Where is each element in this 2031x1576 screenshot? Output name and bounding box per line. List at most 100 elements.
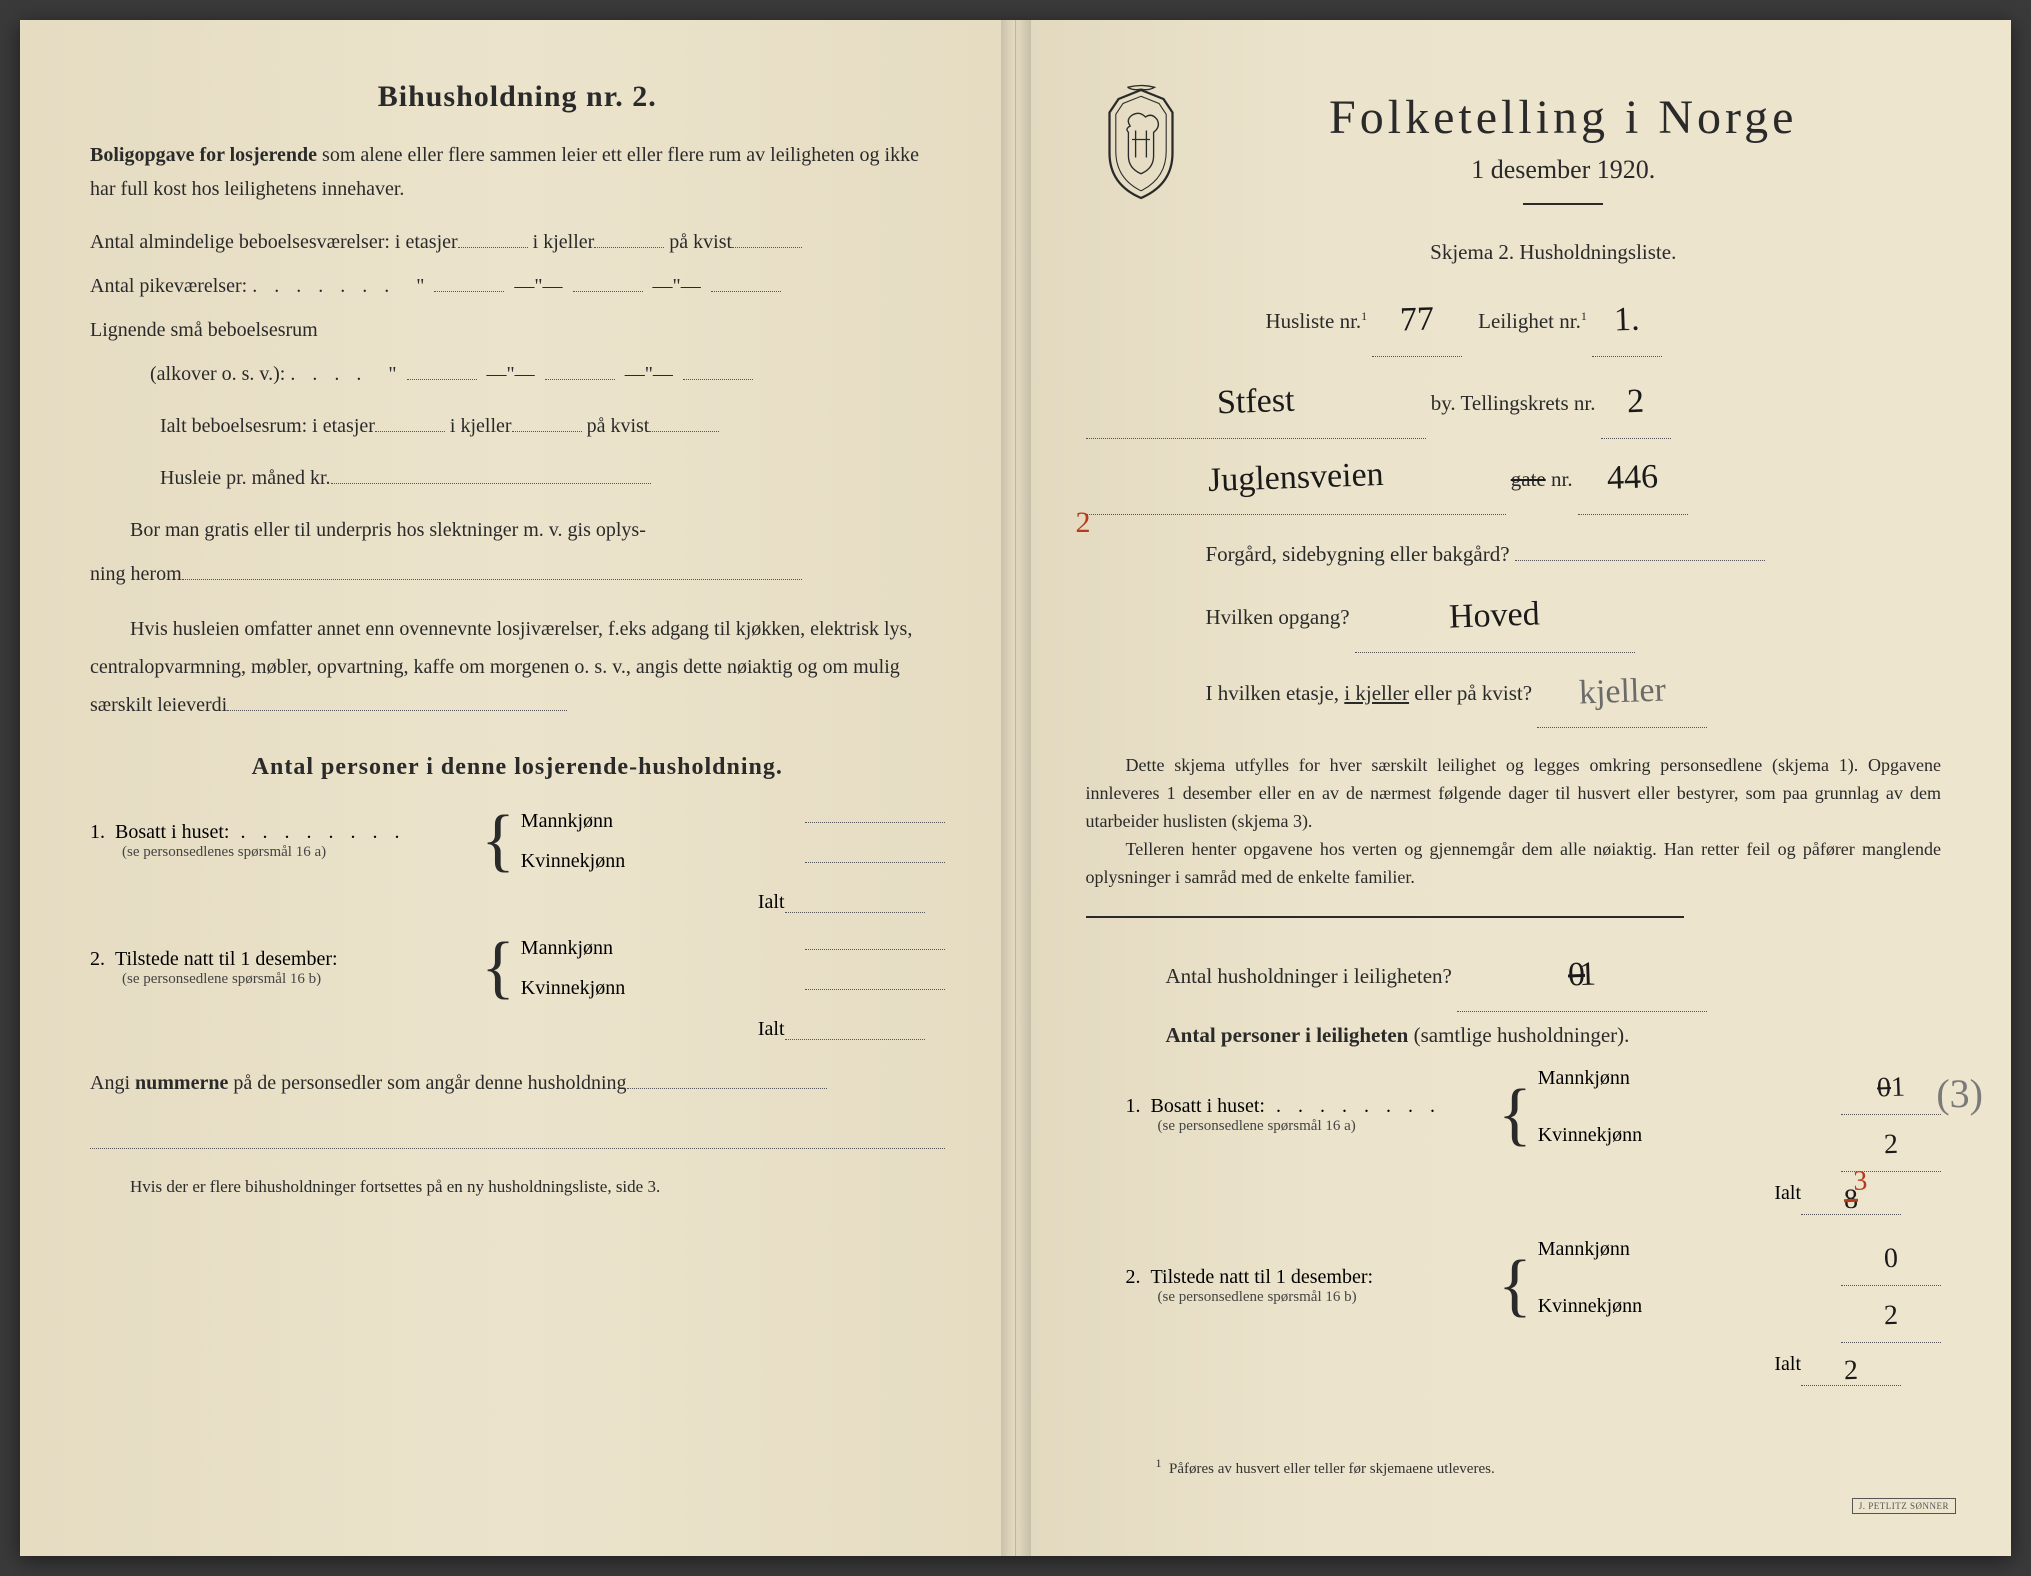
opgang-line: Hvilken opgang? Hoved: [1206, 577, 1942, 653]
group-tilstede: 2. Tilstede natt til 1 desember: (se per…: [90, 928, 945, 1008]
label: (samtlige husholdninger).: [1408, 1023, 1629, 1047]
blank: [227, 689, 567, 711]
blank: [627, 1067, 827, 1089]
lead-text: Boligopgave for losjerende som alene ell…: [90, 138, 945, 206]
gate-line: Juglensveien gate nr. 446: [1086, 439, 1942, 515]
val: 1: [1890, 1071, 1905, 1102]
fill: 2: [1841, 1286, 1941, 1343]
handwritten-value: 446: [1606, 440, 1660, 517]
blank: [732, 226, 802, 248]
printer-stamp: J. PETLITZ SØNNER: [1852, 1498, 1956, 1514]
handwritten-value: 2: [1883, 1117, 1899, 1173]
row-husleie: Husleie pr. måned kr.: [160, 456, 945, 500]
blank: [805, 928, 945, 950]
struck: 0: [1876, 1072, 1891, 1103]
blank: [434, 270, 504, 292]
fill: 2: [1801, 1353, 1901, 1386]
r-group-tilstede: 2. Tilstede natt til 1 desember: (se per…: [1126, 1229, 1942, 1343]
rule: [1086, 916, 1685, 918]
blank: [512, 410, 582, 432]
group-bosatt: 1. Bosatt i huset: . . . . . . . . (se p…: [90, 801, 945, 881]
dots: . . . . . . .: [252, 275, 406, 297]
group-left: 2. Tilstede natt til 1 desember: (se per…: [90, 928, 475, 1008]
right-page: Folketelling i Norge 1 desember 1920. Sk…: [1016, 20, 2012, 1556]
label: eller på kvist?: [1409, 681, 1532, 705]
fill-opgang: Hoved: [1355, 577, 1635, 653]
sup: 1: [1581, 309, 1587, 323]
group-left: 1. Bosatt i huset: . . . . . . . . (se p…: [90, 801, 475, 881]
label: by. Tellingskrets nr.: [1431, 391, 1596, 415]
pencil-margin-note: (3): [1936, 1070, 1983, 1117]
ialt-1: Ialt: [90, 891, 925, 914]
forgard-line: Forgård, sidebygning eller bakgård?: [1206, 531, 1942, 577]
label: på kvist: [669, 231, 732, 253]
blank: [805, 801, 945, 823]
label: Leilighet nr.: [1478, 309, 1581, 333]
fill-by: Stfest: [1086, 363, 1426, 439]
coat-of-arms-icon: [1096, 84, 1186, 204]
r-group-bosatt: 1. Bosatt i huset: . . . . . . . . (se p…: [1126, 1058, 1942, 1172]
handwritten-value: 0: [1883, 1231, 1899, 1287]
fill: 01: [1841, 1058, 1941, 1115]
sub: (se personsedlene spørsmål 16 b): [1158, 1289, 1493, 1306]
label-underline: i kjeller: [1344, 681, 1409, 705]
blank: [545, 358, 615, 380]
group-right: Mannkjønn 0 Kvinnekjønn 2: [1538, 1229, 1941, 1343]
label: Antal pikeværelser:: [90, 275, 247, 297]
num: 1.: [90, 821, 105, 843]
blank: [805, 968, 945, 990]
row-gratis-a: Bor man gratis eller til underpris hos s…: [90, 508, 945, 552]
fill-leilighet: 1.: [1592, 281, 1662, 357]
antal-pers-line: Antal personer i leiligheten (samtlige h…: [1166, 1012, 1942, 1058]
fill: 8 3: [1801, 1182, 1901, 1215]
dots: . . . . . . . .: [229, 821, 405, 843]
para2: Telleren henter opgavene hos verten og g…: [1086, 839, 1942, 887]
row-angi: Angi nummerne på de personsedler som ang…: [90, 1061, 945, 1105]
label: Husliste nr.: [1266, 309, 1362, 333]
blank: [594, 226, 664, 248]
sub: (se personsedlene spørsmål 16 b): [122, 971, 475, 988]
label-kvinne: Kvinnekjønn: [521, 968, 625, 1008]
fill-gatenr: 446: [1578, 439, 1688, 515]
label: Ialt: [758, 891, 785, 914]
fill-husliste: 77: [1372, 281, 1462, 357]
handwritten-value: 77: [1399, 283, 1436, 359]
num: 2.: [1126, 1266, 1141, 1288]
label: Bosatt i huset:: [1151, 1095, 1265, 1117]
label: Forgård, sidebygning eller bakgård?: [1206, 542, 1510, 566]
handwritten-value: Juglensveien: [1206, 438, 1384, 519]
section2-title: Antal personer i denne losjerende-hushol…: [90, 754, 945, 781]
group-right: Mannkjønn 01 Kvinnekjønn 2: [1538, 1058, 1941, 1172]
label: Ialt beboelsesrum: i etasjer: [160, 415, 375, 437]
brace-icon: {: [475, 933, 521, 1003]
label-kvinne: Kvinnekjønn: [1538, 1115, 1642, 1172]
handwritten-value: Hoved: [1448, 577, 1541, 655]
handwritten-value: 2: [1076, 506, 1091, 539]
group-left: 2. Tilstede natt til 1 desember: (se per…: [1126, 1229, 1493, 1343]
blank: [805, 841, 945, 863]
label: nr.: [1546, 467, 1573, 491]
group-right: Mannkjønn Kvinnekjønn: [521, 928, 945, 1008]
blank: [785, 1018, 925, 1040]
blank-full: [90, 1131, 945, 1149]
blank: [683, 358, 753, 380]
label: Ialt: [758, 1018, 785, 1041]
handwritten-value: kjeller: [1578, 653, 1667, 731]
brace-icon: {: [475, 806, 521, 876]
margin-red-2: 2: [1076, 506, 1091, 540]
fill: 0: [1841, 1229, 1941, 1286]
label: Hvilken opgang?: [1206, 605, 1350, 629]
row-gratis-b: ning herom: [90, 552, 945, 596]
label: (alkover o. s. v.):: [150, 363, 285, 385]
dots: . . . .: [290, 363, 378, 385]
left-page: Bihusholdning nr. 2. Boligopgave for los…: [20, 20, 1016, 1556]
husliste-line: Husliste nr.1 77 Leilighet nr.1 1.: [1266, 281, 1942, 357]
fill-gate: Juglensveien: [1086, 439, 1506, 515]
sub: (se personsedlenes spørsmål 16 a): [122, 844, 475, 861]
hvis-flere: Hvis der er flere bihusholdninger fortse…: [90, 1177, 945, 1197]
hvis-text: Hvis husleien omfatter annet enn ovennev…: [90, 610, 945, 724]
row-pikev: Antal pikeværelser: . . . . . . . " —"— …: [90, 264, 945, 308]
sup: 1: [1361, 309, 1367, 323]
row-lignende-a: Lignende små beboelsesrum: [90, 308, 945, 352]
handwritten-value: Stfest: [1215, 364, 1295, 441]
